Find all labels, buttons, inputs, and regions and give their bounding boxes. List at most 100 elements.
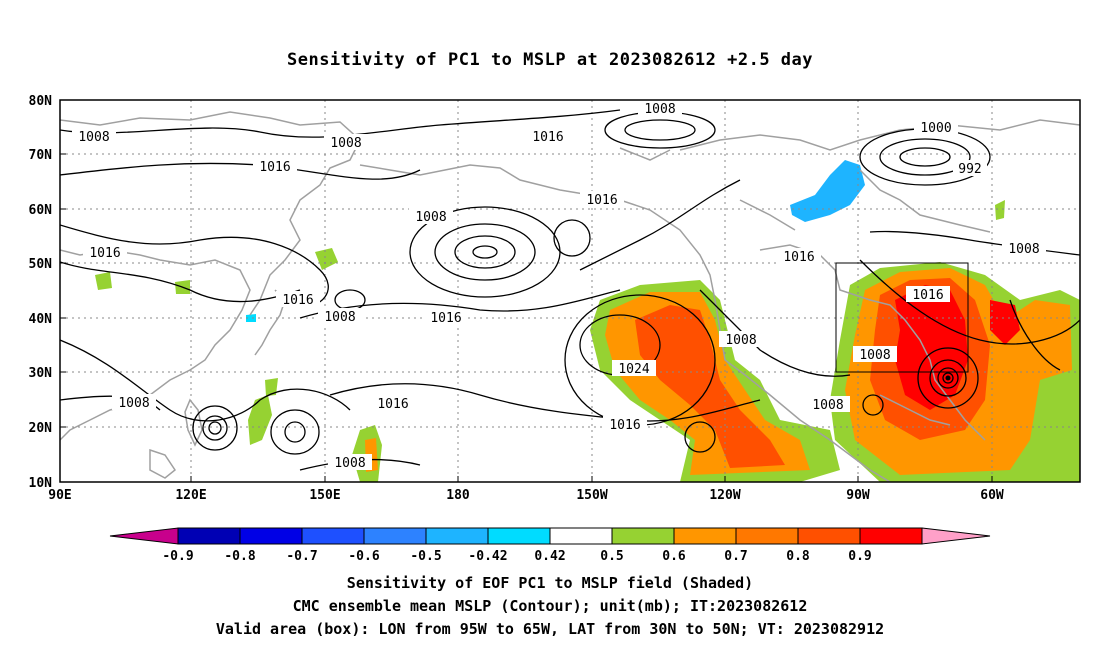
contour-label: 1008 [324, 134, 368, 151]
lat-label: 70N [29, 148, 53, 163]
lat-label: 40N [29, 312, 53, 327]
latitude-labels: 80N 70N 60N 50N 40N 30N 20N 10N [29, 94, 53, 491]
contour-label: 1016 [424, 309, 468, 326]
svg-text:1008: 1008 [330, 136, 361, 151]
colorbar-label: 0.8 [786, 549, 810, 564]
longitude-labels: 90E 120E 150E 180 150W 120W 90W 60W [48, 488, 1004, 503]
caption-line-1: Sensitivity of EOF PC1 to MSLP field (Sh… [346, 574, 754, 592]
lon-label: 60W [980, 488, 1004, 503]
colorbar-arrow-right [921, 527, 991, 545]
svg-text:1008: 1008 [415, 210, 446, 225]
map-frame [59, 99, 1081, 483]
svg-text:1016: 1016 [430, 311, 461, 326]
contour-label: 1008 [112, 394, 156, 411]
svg-text:1016: 1016 [783, 250, 814, 265]
lon-label: 90W [846, 488, 870, 503]
contour-label: 1008 [318, 308, 362, 325]
svg-text:1016: 1016 [89, 246, 120, 261]
svg-text:1024: 1024 [618, 362, 649, 377]
contour-label: 992 [953, 160, 987, 177]
lon-label: 180 [446, 488, 470, 503]
lat-label: 20N [29, 421, 53, 436]
colorbar-box [363, 527, 427, 545]
colorbar-box [177, 527, 241, 545]
svg-text:1008: 1008 [324, 310, 355, 325]
shading-green-w4 [248, 395, 272, 445]
colorbar-box [425, 527, 489, 545]
svg-text:1016: 1016 [912, 288, 943, 303]
colorbar-box [611, 527, 675, 545]
contour-label: 1008 [1002, 240, 1046, 257]
colorbar-box [735, 527, 799, 545]
shading-layer [95, 160, 1080, 482]
contour-label: 1008 [72, 128, 116, 145]
svg-text:1008: 1008 [118, 396, 149, 411]
colorbar: -0.9 -0.8 -0.7 -0.6 -0.5 -0.42 0.42 0.5 0.6 0.7 0.… [109, 527, 991, 564]
caption-line-3: Valid area (box): LON from 95W to 65W, L… [215, 620, 885, 638]
colorbar-label: -0.7 [286, 549, 317, 564]
shading-green-w2 [95, 272, 112, 290]
colorbar-box [239, 527, 303, 545]
svg-text:1016: 1016 [377, 397, 408, 412]
caption-line-2: CMC ensemble mean MSLP (Contour); unit(m… [292, 597, 808, 615]
colorbar-label: -0.42 [468, 549, 507, 564]
lat-label: 80N [29, 94, 53, 109]
contour-label: 1016 [526, 128, 570, 145]
svg-text:1008: 1008 [78, 130, 109, 145]
contour-label: 1016 [777, 248, 821, 265]
svg-text:1008: 1008 [334, 456, 365, 471]
shading-orangered-nepac [635, 305, 785, 468]
svg-text:1016: 1016 [586, 193, 617, 208]
contour-label: 1016 [603, 416, 647, 433]
lat-label: 50N [29, 257, 53, 272]
svg-text:1008: 1008 [725, 333, 756, 348]
svg-text:1016: 1016 [609, 418, 640, 433]
shading-green-nwcanada [995, 200, 1005, 220]
svg-text:1008: 1008 [812, 398, 843, 413]
shading-green-w5 [265, 378, 278, 396]
lon-label: 120W [709, 488, 740, 503]
contour-label-layer: 1008 1008 1016 1008 1016 1016 1016 1000 … [72, 100, 1046, 471]
shading-red-atlantic-small [990, 300, 1020, 345]
contour-label: 1016 [906, 286, 950, 303]
colorbar-box [549, 527, 613, 545]
contour-label: 1016 [253, 158, 297, 175]
colorbar-label: -0.5 [410, 549, 441, 564]
graticule [60, 100, 1080, 482]
contour-label: 1008 [806, 396, 850, 413]
contour-label: 1008 [328, 454, 372, 471]
lat-label: 10N [29, 476, 53, 491]
lat-label: 60N [29, 203, 53, 218]
svg-text:992: 992 [958, 162, 981, 177]
colorbar-label: 0.42 [534, 549, 565, 564]
colorbar-label: -0.9 [162, 549, 193, 564]
shading-green-w1 [315, 248, 338, 270]
lon-label: 120E [175, 488, 206, 503]
contour-label: 1016 [276, 291, 320, 308]
tick-marks [59, 99, 993, 483]
contour-label: 1016 [83, 244, 127, 261]
contour-label: 1016 [371, 395, 415, 412]
contour-label: 1008 [853, 346, 897, 363]
colorbar-label: -0.6 [348, 549, 379, 564]
svg-text:1008: 1008 [644, 102, 675, 117]
lon-label: 150W [576, 488, 607, 503]
colorbar-box [859, 527, 923, 545]
colorbar-arrow-left [109, 527, 179, 545]
colorbar-label: 0.7 [724, 549, 747, 564]
svg-text:1008: 1008 [1008, 242, 1039, 257]
low-center-marker [945, 375, 951, 381]
shading-cyan-small [246, 314, 256, 322]
colorbar-label: 0.6 [662, 549, 686, 564]
lon-label: 90E [48, 488, 71, 503]
colorbar-label: 0.5 [600, 549, 623, 564]
colorbar-box [673, 527, 737, 545]
colorbar-label: 0.9 [848, 549, 871, 564]
contour-label: 1008 [409, 208, 453, 225]
lat-label: 30N [29, 366, 53, 381]
colorbar-label: -0.8 [224, 549, 255, 564]
colorbar-box [301, 527, 365, 545]
colorbar-box [797, 527, 861, 545]
contour-label: 1008 [719, 331, 763, 348]
